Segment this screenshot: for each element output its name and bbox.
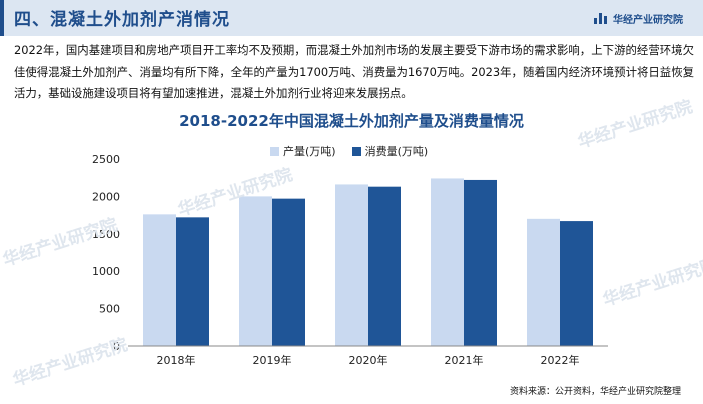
x-tick-label: 2021年 bbox=[445, 353, 484, 367]
brand-logo-icon bbox=[594, 13, 607, 24]
x-tick-label: 2020年 bbox=[349, 353, 388, 367]
legend-item-consumption: 消费量(万吨) bbox=[351, 143, 429, 159]
bar-consumption bbox=[272, 198, 305, 346]
y-tick-label: 2500 bbox=[92, 153, 120, 166]
y-tick-label: 1000 bbox=[92, 265, 120, 278]
header-accent-bar bbox=[0, 0, 4, 36]
y-tick-label: 1500 bbox=[92, 228, 120, 241]
x-tick-label: 2019年 bbox=[253, 353, 292, 367]
bar-consumption bbox=[176, 217, 209, 346]
bar-production bbox=[431, 178, 464, 346]
bar-consumption bbox=[560, 221, 593, 346]
x-tick-label: 2018年 bbox=[157, 353, 196, 367]
section-header: 四、混凝土外加剂产消情况 华经产业研究院 bbox=[0, 0, 703, 36]
brand: 华经产业研究院 bbox=[594, 11, 683, 26]
bar-production bbox=[239, 196, 272, 346]
brand-name: 华经产业研究院 bbox=[613, 15, 683, 26]
bar-consumption bbox=[464, 179, 497, 346]
bar-production bbox=[335, 184, 368, 346]
legend-label-consumption: 消费量(万吨) bbox=[364, 145, 429, 158]
bar-production bbox=[143, 214, 176, 346]
chart-title: 2018-2022年中国混凝土外加剂产量及消费量情况 bbox=[179, 112, 524, 130]
section-title: 四、混凝土外加剂产消情况 bbox=[14, 10, 230, 30]
x-tick-label: 2022年 bbox=[541, 353, 580, 367]
legend-item-production: 产量(万吨) bbox=[270, 143, 336, 159]
bar-production bbox=[527, 218, 560, 346]
chart-legend: 产量(万吨) 消费量(万吨) bbox=[270, 143, 428, 159]
legend-label-production: 产量(万吨) bbox=[283, 145, 336, 158]
legend-swatch-production bbox=[270, 146, 279, 156]
y-tick-label: 2000 bbox=[92, 190, 120, 203]
source-note: 资料来源：公开资料，华经产业研究院整理 bbox=[509, 387, 681, 397]
y-tick-label: 500 bbox=[99, 303, 120, 316]
legend-swatch-consumption bbox=[351, 146, 361, 156]
bar-consumption bbox=[368, 186, 401, 346]
intro-paragraph: 2022年，国内基建项目和房地产项目开工率均不及预期，而混凝土外加剂市场的发展主… bbox=[14, 43, 694, 100]
y-tick-label: 0 bbox=[113, 340, 120, 353]
